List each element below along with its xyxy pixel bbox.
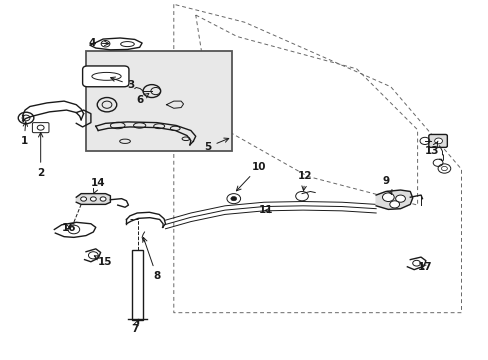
Text: 4: 4 — [88, 38, 109, 48]
Polygon shape — [76, 194, 110, 204]
Text: 1: 1 — [20, 122, 28, 146]
Circle shape — [90, 197, 96, 201]
Text: 8: 8 — [142, 238, 160, 281]
Text: 16: 16 — [61, 223, 76, 233]
Circle shape — [434, 138, 442, 144]
Text: 7: 7 — [131, 321, 138, 334]
FancyBboxPatch shape — [428, 134, 447, 147]
Circle shape — [100, 197, 106, 201]
Text: 17: 17 — [417, 262, 431, 272]
FancyBboxPatch shape — [32, 123, 49, 133]
Text: 10: 10 — [236, 162, 266, 191]
FancyBboxPatch shape — [86, 51, 232, 151]
Text: 14: 14 — [91, 178, 105, 194]
Circle shape — [389, 201, 399, 208]
Text: 12: 12 — [298, 171, 312, 190]
Text: 9: 9 — [382, 176, 391, 194]
Circle shape — [395, 195, 405, 202]
Text: 5: 5 — [204, 138, 228, 152]
Circle shape — [230, 197, 236, 201]
Bar — [132, 250, 143, 320]
Text: 2: 2 — [37, 132, 44, 178]
Text: 11: 11 — [259, 206, 273, 216]
Circle shape — [441, 166, 447, 171]
Text: 15: 15 — [94, 256, 113, 267]
Text: 6: 6 — [136, 93, 148, 105]
Text: 13: 13 — [424, 141, 439, 156]
Circle shape — [382, 193, 393, 202]
Circle shape — [81, 197, 86, 201]
Polygon shape — [375, 190, 412, 210]
FancyBboxPatch shape — [82, 66, 129, 87]
Text: 3: 3 — [110, 77, 135, 90]
